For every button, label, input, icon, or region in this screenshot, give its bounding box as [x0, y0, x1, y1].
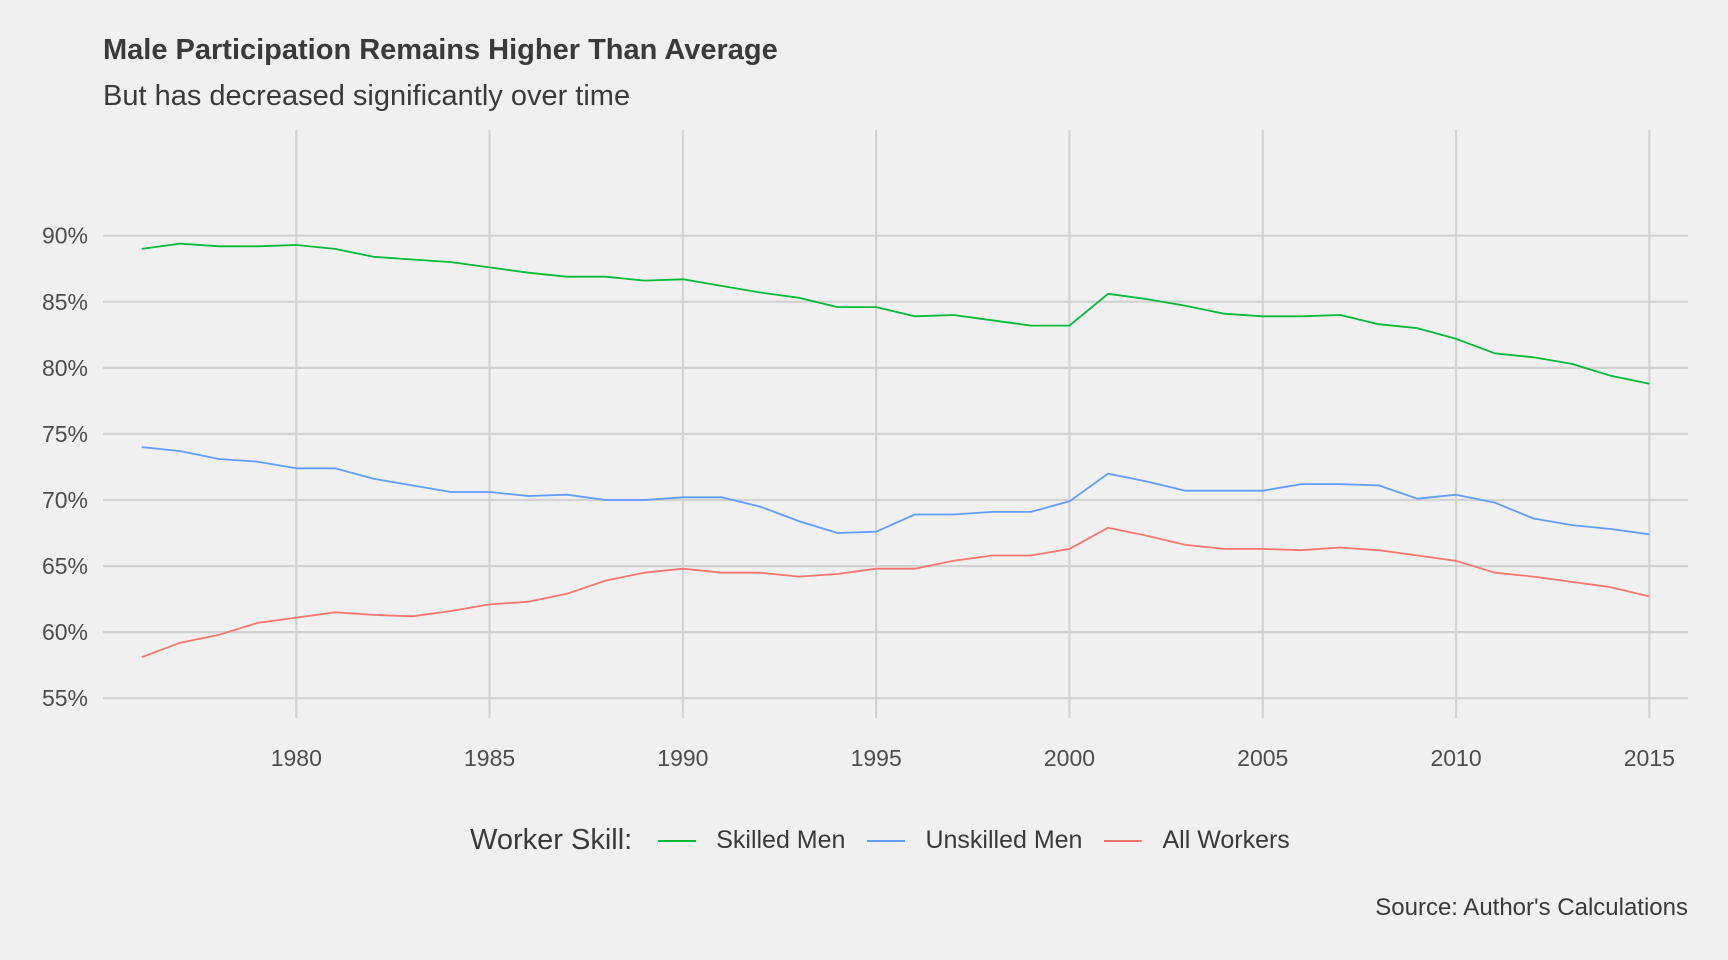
legend-title: Worker Skill:: [470, 824, 633, 856]
legend: Worker Skill: Skilled Men Unskilled Men …: [470, 824, 1312, 857]
y-tick-label: 70%: [42, 487, 88, 513]
legend-key-unskilled-men: [867, 839, 906, 842]
x-tick-label: 2005: [1237, 745, 1288, 771]
x-tick-label: 2000: [1044, 745, 1095, 771]
chart-subtitle: But has decreased significantly over tim…: [103, 80, 631, 112]
x-tick-label: 1990: [657, 745, 708, 771]
legend-key-all-workers: [1104, 839, 1143, 842]
y-tick-label: 65%: [42, 553, 88, 579]
source-caption: Source: Author's Calculations: [1375, 894, 1688, 921]
legend-label: All Workers: [1162, 826, 1290, 854]
series-line-all-workers: [141, 526, 1650, 659]
x-tick-label: 2010: [1430, 745, 1481, 771]
legend-item-unskilled-men: Unskilled Men: [867, 826, 1082, 855]
x-tick-label: 1985: [464, 745, 515, 771]
y-tick-label: 80%: [42, 355, 88, 381]
y-tick-label: 75%: [42, 421, 88, 447]
legend-item-skilled-men: Skilled Men: [658, 826, 845, 855]
legend-label: Skilled Men: [716, 826, 846, 854]
y-tick-label: 85%: [42, 289, 88, 315]
y-tick-label: 55%: [42, 685, 88, 711]
x-tick-label: 1980: [271, 745, 322, 771]
y-tick-label: 90%: [42, 223, 88, 249]
y-tick-label: 60%: [42, 619, 88, 645]
legend-key-skilled-men: [658, 839, 697, 842]
x-tick-label: 2015: [1624, 745, 1675, 771]
legend-label: Unskilled Men: [925, 826, 1083, 854]
series-line-unskilled-men: [141, 446, 1650, 536]
legend-item-all-workers: All Workers: [1104, 826, 1290, 855]
chart-title: Male Participation Remains Higher Than A…: [103, 34, 778, 66]
series-line-skilled-men: [141, 242, 1650, 385]
x-tick-label: 1995: [851, 745, 902, 771]
